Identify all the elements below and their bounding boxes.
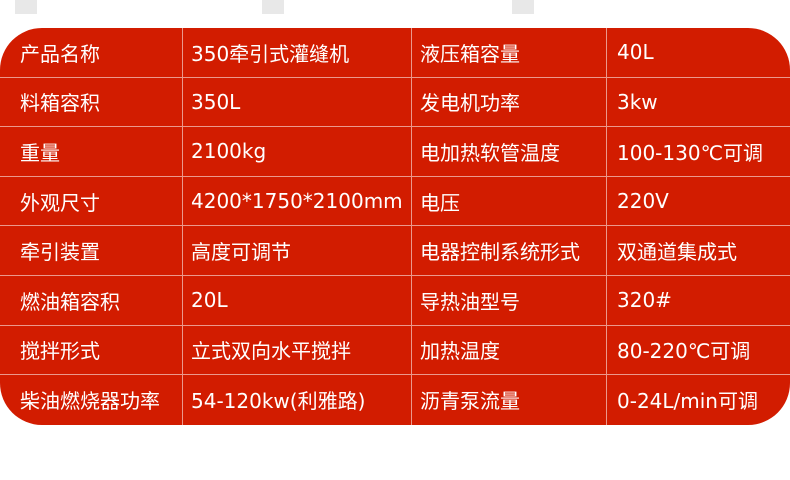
- spec-label: 加热温度: [412, 325, 607, 375]
- spec-value: 350L: [183, 77, 412, 127]
- spec-value: 40L: [617, 40, 654, 65]
- spec-label: 料箱容积: [0, 77, 183, 127]
- spec-value: 立式双向水平搅拌: [183, 325, 412, 375]
- spec-value: 2100kg: [183, 127, 412, 176]
- spec-label: 导热油型号: [412, 275, 607, 325]
- spec-label: 产品名称: [0, 28, 183, 77]
- spec-label: 柴油燃烧器功率: [0, 375, 183, 425]
- spec-label: 电器控制系统形式: [412, 226, 607, 275]
- spec-label: 外观尺寸: [0, 176, 183, 226]
- watermark-logo: [512, 0, 540, 14]
- spec-label: 搅拌形式: [0, 325, 183, 375]
- spec-value: 3kw: [617, 89, 658, 114]
- spec-table: 产品名称 350牵引式灌缝机 液压箱容量 40L 料箱容积 350L 发电机功率 3kw 重量 2…: [0, 28, 790, 425]
- spec-value: 220V: [617, 189, 669, 214]
- table-row: 外观尺寸 4200*1750*2100mm 电压 220V: [0, 176, 790, 227]
- spec-label: 燃油箱容积: [0, 275, 183, 325]
- table-row: 产品名称 350牵引式灌缝机 液压箱容量 40L: [0, 28, 790, 78]
- table-row: 料箱容积 350L 发电机功率 3kw: [0, 77, 790, 128]
- spec-value: 100-130℃可调: [617, 140, 764, 165]
- spec-label: 沥青泵流量: [412, 375, 607, 425]
- spec-label: 发电机功率: [412, 77, 607, 127]
- table-row: 搅拌形式 立式双向水平搅拌 加热温度 80-220℃可调: [0, 325, 790, 376]
- spec-label: 电加热软管温度: [412, 127, 607, 176]
- spec-value: 4200*1750*2100mm: [183, 176, 412, 226]
- spec-label: 重量: [0, 127, 183, 176]
- spec-label: 电压: [412, 176, 607, 226]
- watermark-logo: [15, 0, 43, 14]
- table-row: 柴油燃烧器功率 54-120kw(利雅路) 沥青泵流量 0-24L/min可调: [0, 375, 790, 425]
- spec-label: 牵引装置: [0, 226, 183, 275]
- table-row: 牵引装置 高度可调节 电器控制系统形式 双通道集成式: [0, 226, 790, 276]
- watermark-logo: [262, 0, 290, 14]
- spec-label: 液压箱容量: [412, 28, 607, 77]
- spec-value: 双通道集成式: [617, 240, 737, 265]
- table-row: 重量 2100kg 电加热软管温度 100-130℃可调: [0, 127, 790, 177]
- spec-value: 0-24L/min可调: [617, 389, 758, 414]
- table-row: 燃油箱容积 20L 导热油型号 320#: [0, 275, 790, 326]
- spec-value: 20L: [183, 275, 412, 325]
- spec-value: 350牵引式灌缝机: [183, 28, 412, 77]
- spec-value: 320#: [617, 288, 672, 313]
- spec-value: 80-220℃可调: [617, 339, 751, 364]
- spec-value: 54-120kw(利雅路): [183, 375, 412, 425]
- spec-value: 高度可调节: [183, 226, 412, 275]
